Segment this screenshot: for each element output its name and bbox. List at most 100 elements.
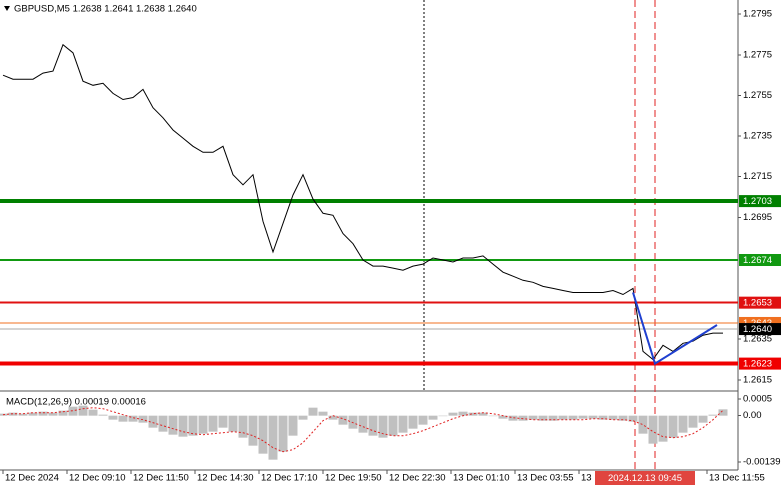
pane-title: GBPUSD,M5 1.2638 1.2641 1.2638 1.2640 xyxy=(14,4,197,15)
macd-bar xyxy=(478,412,488,416)
level-price-label: 1.2640 xyxy=(743,324,772,335)
level-price-label: 1.2674 xyxy=(743,255,772,266)
macd-bar xyxy=(628,415,638,422)
x-tick-label: 12 Dec 17:10 xyxy=(261,473,318,484)
macd-bar xyxy=(568,415,578,420)
macd-bar xyxy=(128,415,138,422)
macd-bar xyxy=(18,413,28,416)
level-price-label: 1.2703 xyxy=(743,196,772,207)
level-price-box xyxy=(739,296,781,309)
level-price-box xyxy=(739,323,781,336)
macd-bar xyxy=(8,412,18,416)
x-tick-label: 12 Dec 09:10 xyxy=(69,473,126,484)
y-tick-label: 1.2775 xyxy=(743,49,772,60)
y-tick-label: 0.0005 xyxy=(743,394,772,405)
signal-line xyxy=(2,407,724,453)
x-tick-label: 12 Dec 19:50 xyxy=(325,473,382,484)
macd-bar xyxy=(48,412,58,416)
macd-bar xyxy=(488,415,498,417)
macd-bar xyxy=(448,412,458,416)
y-tick-label: -0.00139 xyxy=(743,457,781,468)
macd-bar xyxy=(358,415,368,433)
x-tick-label: 13 D xyxy=(581,473,601,484)
menu-triangle xyxy=(4,6,10,11)
macd-bar xyxy=(718,409,728,416)
macd-bar xyxy=(178,415,188,437)
macd-bar xyxy=(88,409,98,416)
macd-bar xyxy=(238,415,248,438)
macd-bar xyxy=(78,405,88,416)
macd-bar xyxy=(588,415,598,419)
macd-bar xyxy=(438,415,448,417)
macd-bar xyxy=(208,415,218,432)
y-tick-label: 1.2615 xyxy=(743,374,772,385)
macd-bar xyxy=(158,415,168,432)
macd-bar xyxy=(38,411,48,416)
x-tick-label: 13 Dec 01:10 xyxy=(453,473,510,484)
macd-bar xyxy=(328,415,338,420)
level-price-label: 1.2623 xyxy=(743,359,772,370)
macd-bar xyxy=(678,415,688,433)
macd-bar xyxy=(188,415,198,436)
macd-bar xyxy=(578,415,588,419)
macd-bar xyxy=(688,415,698,428)
x-tick-label: 13 Dec 03:55 xyxy=(517,473,574,484)
macd-bar xyxy=(28,412,38,416)
level-price-box xyxy=(739,195,781,208)
y-tick-label: 1.2795 xyxy=(743,9,772,20)
macd-bar xyxy=(198,415,208,434)
macd-bar xyxy=(698,415,708,423)
level-price-box xyxy=(739,254,781,266)
macd-bar xyxy=(338,415,348,425)
macd-bar xyxy=(458,411,468,416)
cursor-time-label: 2024.12.13 09:45 xyxy=(608,473,682,484)
x-tick-label: 12 Dec 22:30 xyxy=(389,473,446,484)
price-line xyxy=(2,43,723,361)
macd-bar xyxy=(298,415,308,420)
macd-bar xyxy=(518,415,528,421)
macd-bar xyxy=(288,415,298,436)
macd-bar xyxy=(508,415,518,421)
y-tick-label: 0.00 xyxy=(743,410,762,421)
macd-bar xyxy=(528,415,538,420)
macd-bar xyxy=(68,406,78,416)
macd-bar xyxy=(598,415,608,420)
y-tick-label: 1.2635 xyxy=(743,334,772,345)
macd-bar xyxy=(498,415,508,419)
pane-title: MACD(12,26,9) 0.00019 0.00016 xyxy=(6,397,146,408)
macd-bar xyxy=(98,414,108,416)
level-price-box xyxy=(739,357,781,370)
macd-bar xyxy=(468,412,478,416)
macd-bar xyxy=(378,415,388,438)
macd-bar xyxy=(258,415,268,454)
macd-bar xyxy=(148,415,158,428)
macd-bar xyxy=(318,411,328,416)
macd-bar xyxy=(538,415,548,421)
macd-bar xyxy=(168,415,178,435)
y-tick-label: 1.2695 xyxy=(743,212,772,223)
x-tick-label: 12 Dec 11:50 xyxy=(133,473,189,484)
y-tick-label: 1.2755 xyxy=(743,90,772,101)
macd-bar xyxy=(248,415,258,446)
x-tick-label: 12 Dec 2024 xyxy=(5,473,59,484)
macd-bar xyxy=(708,414,718,416)
macd-bar xyxy=(308,407,318,416)
macd-bar xyxy=(638,415,648,434)
macd-bar xyxy=(108,415,118,420)
level-price-label: 1.2653 xyxy=(743,298,772,309)
x-tick-label: 12 Dec 14:30 xyxy=(197,473,254,484)
macd-bar xyxy=(548,415,558,421)
macd-bar xyxy=(368,415,378,436)
macd-bar xyxy=(268,415,278,460)
macd-bar xyxy=(228,415,238,432)
macd-bar xyxy=(648,415,658,444)
macd-bar xyxy=(658,415,668,442)
macd-bar xyxy=(608,415,618,420)
y-tick-label: 1.2735 xyxy=(743,131,772,142)
macd-bar xyxy=(668,415,678,438)
macd-bar xyxy=(558,415,568,420)
macd-bar xyxy=(388,415,398,436)
